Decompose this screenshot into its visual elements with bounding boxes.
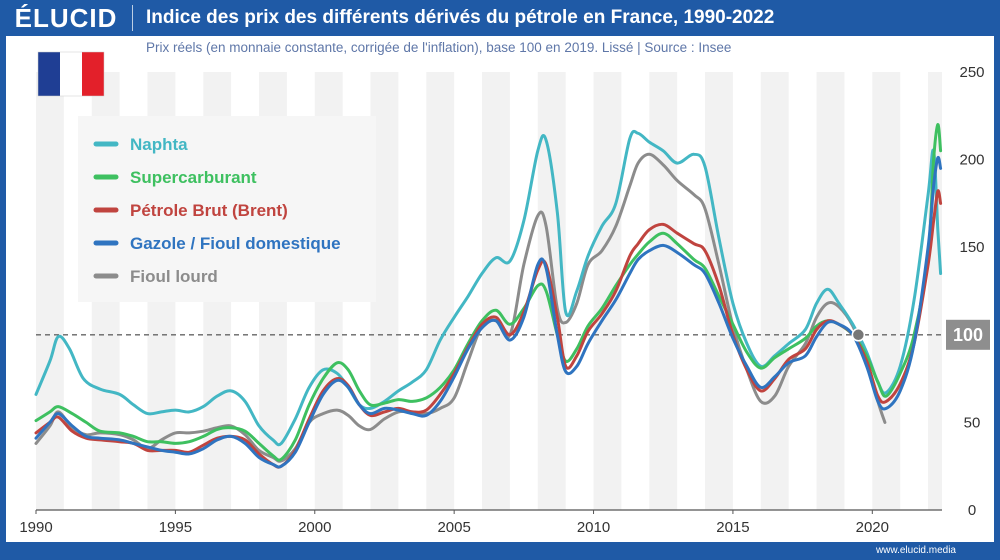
legend-panel: [78, 116, 376, 302]
legend-label-naphta: Naphta: [130, 135, 188, 154]
legend-label-fioul-lourd: Fioul lourd: [130, 267, 218, 286]
base-year-marker: [851, 328, 866, 342]
header-bar: ÉLUCID Indice des prix des différents dé…: [0, 0, 1000, 36]
reference-badge: [946, 319, 990, 350]
footer-url[interactable]: www.elucid.media: [875, 545, 956, 556]
flag-red-stripe: [82, 52, 104, 96]
year-band: [872, 72, 901, 510]
subtitle: Prix réels (en monnaie constante, corrig…: [146, 40, 732, 55]
flag-blue-stripe: [38, 52, 60, 96]
reference-badge-label: 100: [953, 325, 983, 345]
year-band: [649, 72, 678, 510]
footer-bar: www.elucid.media: [0, 542, 1000, 560]
x-tick-label: 2010: [577, 519, 610, 536]
y-tick-label: 50: [964, 414, 981, 431]
year-band: [426, 72, 455, 510]
year-band: [36, 72, 64, 510]
year-band: [705, 72, 733, 510]
x-tick-label: 2005: [437, 519, 470, 536]
y-tick-label: 250: [959, 64, 984, 81]
series-line-naphta: [34, 129, 943, 447]
y-tick-label: 0: [968, 502, 976, 519]
y-tick-label: 200: [959, 152, 984, 169]
legend-label-supercarburant: Supercarburant: [130, 168, 257, 187]
series-line-brent: [34, 189, 943, 469]
page-title: Indice des prix des différents dérivés d…: [146, 7, 775, 28]
x-tick-label: 2000: [298, 519, 331, 536]
x-tick-label: 2020: [856, 519, 889, 536]
legend-label-gazole: Gazole / Fioul domestique: [130, 234, 341, 253]
logo[interactable]: ÉLUCID: [0, 0, 132, 36]
series-line-gazole: [34, 155, 943, 469]
legend-label-brent: Pétrole Brut (Brent): [130, 201, 288, 220]
year-band: [482, 72, 510, 510]
year-band: [760, 72, 789, 510]
x-tick-label: 1995: [159, 519, 192, 536]
x-tick-label: 2015: [716, 519, 749, 536]
y-tick-label: 150: [959, 239, 984, 256]
flag-white-stripe: [60, 52, 82, 96]
flag-border: [37, 51, 105, 97]
logo-divider: [132, 5, 133, 31]
x-tick-label: 1990: [19, 519, 52, 536]
